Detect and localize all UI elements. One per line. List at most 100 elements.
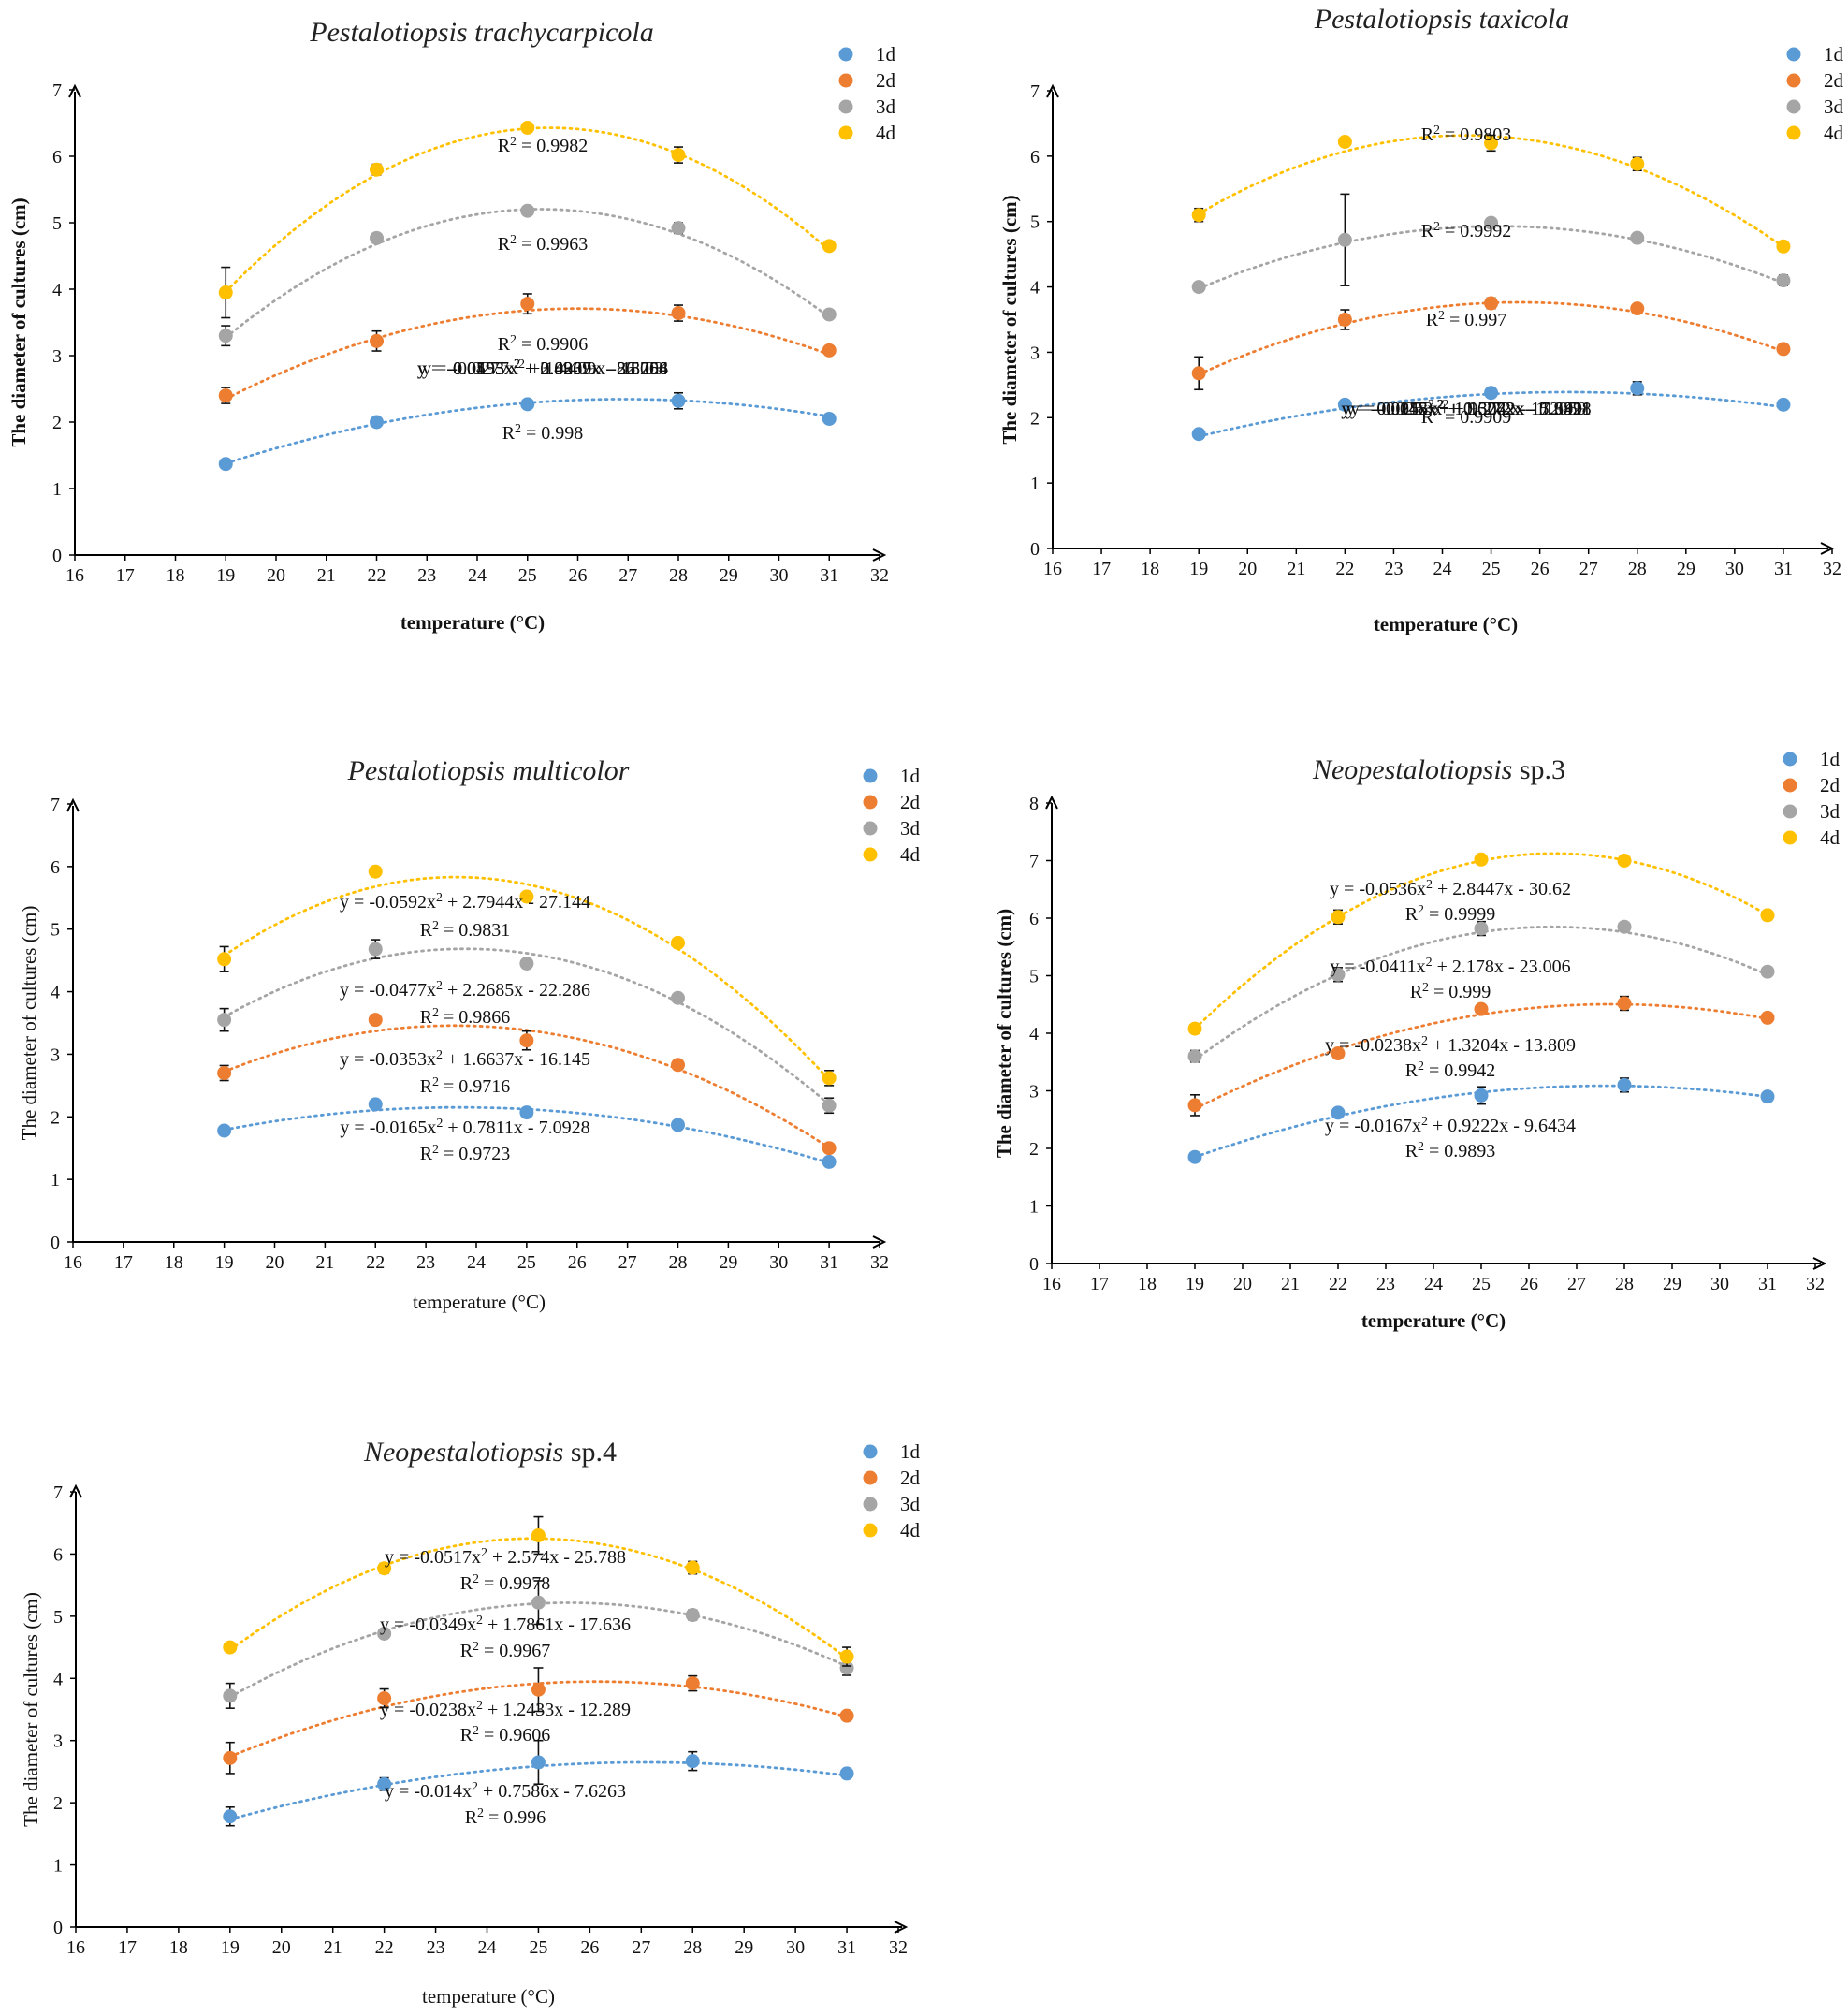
data-point-2d bbox=[1760, 1010, 1775, 1025]
trend-equation-3d: y = -0.0411x2 + 2.178x - 23.006 bbox=[1330, 956, 1570, 978]
x-tick-label: 21 bbox=[1281, 1274, 1300, 1294]
x-tick-label: 26 bbox=[568, 1252, 587, 1273]
data-point-1d bbox=[839, 1766, 854, 1781]
y-tick-label: 4 bbox=[52, 280, 62, 300]
x-tick-label: 20 bbox=[272, 1937, 291, 1958]
x-tick-label: 30 bbox=[770, 565, 789, 586]
x-tick-label: 28 bbox=[1615, 1274, 1634, 1294]
x-tick-label: 26 bbox=[1520, 1274, 1538, 1294]
x-tick-label: 17 bbox=[118, 1937, 137, 1958]
x-tick-label: 31 bbox=[820, 565, 838, 586]
chart-title: Neopestalotiopsis sp.4 bbox=[363, 1437, 617, 1468]
data-point-3d bbox=[822, 307, 837, 322]
data-point-4d bbox=[217, 952, 232, 967]
legend-label-3d: 3d bbox=[900, 1493, 921, 1515]
x-tick-label: 21 bbox=[317, 565, 336, 586]
legend-marker-2d bbox=[838, 73, 853, 88]
legend-label-4d: 4d bbox=[1820, 826, 1841, 849]
x-tick-label: 21 bbox=[315, 1252, 334, 1273]
chart-panel-4: Neopestalotiopsis sp.316 17 18 19 20 21 22 23 24… bbox=[993, 748, 1841, 1332]
data-point-4d bbox=[685, 1560, 700, 1575]
trend-r2-3d: R2 = 0.9967 bbox=[460, 1640, 551, 1662]
data-point-2d bbox=[377, 1691, 392, 1706]
x-tick-label: 23 bbox=[1384, 559, 1403, 579]
x-tick-label: 31 bbox=[1758, 1274, 1777, 1294]
y-tick-label: 2 bbox=[1030, 408, 1040, 429]
trend-r2-2d: R2 = 0.9906 bbox=[498, 333, 589, 356]
data-point-2d bbox=[822, 343, 837, 358]
legend-marker-2d bbox=[863, 795, 878, 810]
y-tick-label: 7 bbox=[52, 80, 62, 101]
trend-r2-1d: R2 = 0.9909 bbox=[1421, 406, 1512, 429]
y-tick-label: 3 bbox=[53, 1731, 63, 1752]
data-point-1d bbox=[531, 1755, 546, 1770]
y-tick-label: 6 bbox=[53, 1544, 63, 1565]
data-point-1d bbox=[519, 1105, 534, 1120]
x-tick-label: 22 bbox=[1335, 559, 1354, 579]
x-tick-label: 32 bbox=[1823, 559, 1841, 579]
data-point-2d bbox=[531, 1682, 546, 1697]
x-tick-label: 26 bbox=[1531, 559, 1550, 579]
legend-marker-4d bbox=[838, 125, 853, 140]
x-tick-label: 18 bbox=[1141, 559, 1159, 579]
x-tick-label: 31 bbox=[1774, 559, 1793, 579]
x-tick-label: 27 bbox=[632, 1937, 650, 1958]
trend-equation-1d: y = -0.0165x2 + 0.7811x - 7.0928 bbox=[340, 1117, 589, 1139]
trend-r2-3d: R2 = 0.9866 bbox=[420, 1006, 511, 1029]
x-tick-label: 21 bbox=[324, 1937, 342, 1958]
trend-r2-2d: R2 = 0.997 bbox=[1426, 309, 1507, 331]
x-tick-label: 29 bbox=[1663, 1274, 1681, 1294]
y-tick-label: 0 bbox=[51, 1233, 60, 1253]
y-tick-label: 1 bbox=[52, 479, 62, 500]
legend-marker-3d bbox=[1783, 804, 1797, 819]
x-tick-label: 16 bbox=[65, 565, 84, 586]
y-tick-label: 4 bbox=[53, 1669, 63, 1689]
data-point-4d bbox=[822, 239, 837, 254]
y-tick-label: 5 bbox=[1030, 212, 1040, 233]
y-axis-label: The diameter of cultures (cm) bbox=[993, 909, 1015, 1158]
x-axis-arrow bbox=[1812, 1257, 1827, 1270]
trend-r2-4d: R2 = 0.9999 bbox=[1405, 903, 1496, 926]
y-tick-label: 2 bbox=[53, 1793, 63, 1814]
trend-r2-1d: R2 = 0.9893 bbox=[1405, 1140, 1496, 1162]
legend-label-4d: 4d bbox=[900, 1519, 921, 1541]
trend-equation-1d: y = -0.0118x2 + 0.6272x - 5.9428 bbox=[1341, 398, 1591, 420]
x-tick-label: 29 bbox=[720, 565, 738, 586]
data-point-4d bbox=[519, 889, 534, 904]
trend-r2-2d: R2 = 0.9606 bbox=[460, 1724, 551, 1746]
legend: 1d 2d 3d 4d bbox=[863, 765, 921, 866]
data-point-3d bbox=[1617, 919, 1632, 934]
legend-marker-2d bbox=[1783, 778, 1797, 793]
data-point-3d bbox=[223, 1688, 238, 1703]
x-tick-label: 16 bbox=[1042, 1274, 1061, 1294]
legend-label-4d: 4d bbox=[1824, 122, 1844, 144]
x-axis-label: temperature (°C) bbox=[1361, 1309, 1506, 1332]
trend-equation-2d: y = -0.0353x2 + 1.6637x - 16.145 bbox=[340, 1048, 590, 1071]
y-axis-label: The diameter of cultures (cm) bbox=[7, 197, 30, 446]
trend-equation-3d: y = -0.0349x2 + 1.7861x - 17.636 bbox=[380, 1614, 631, 1636]
x-tick-label: 16 bbox=[66, 1937, 85, 1958]
legend-marker-2d bbox=[863, 1470, 878, 1485]
trend-equation-2d: y = -0.0277x2 + 1.4409x - 15.03 bbox=[422, 358, 663, 380]
data-point-4d bbox=[223, 1640, 238, 1655]
data-point-3d bbox=[218, 329, 233, 343]
legend-label-3d: 3d bbox=[876, 95, 896, 118]
x-tick-label: 20 bbox=[1238, 559, 1257, 579]
legend-label-2d: 2d bbox=[876, 69, 896, 92]
data-point-2d bbox=[1630, 301, 1645, 316]
x-tick-label: 17 bbox=[116, 565, 135, 586]
legend-marker-3d bbox=[863, 1497, 878, 1512]
y-tick-label: 3 bbox=[1029, 1082, 1039, 1103]
x-tick-label: 22 bbox=[368, 565, 386, 586]
y-axis-arrow bbox=[1045, 795, 1058, 810]
legend-marker-1d bbox=[863, 768, 878, 783]
y-tick-label: 3 bbox=[52, 346, 62, 367]
x-axis-label: temperature (°C) bbox=[400, 611, 545, 634]
data-point-1d bbox=[1331, 1105, 1346, 1120]
y-tick-label: 7 bbox=[1029, 852, 1039, 872]
data-point-3d bbox=[520, 203, 535, 218]
x-tick-label: 17 bbox=[1092, 559, 1111, 579]
data-point-1d bbox=[1630, 381, 1645, 396]
legend-label-1d: 1d bbox=[900, 1440, 921, 1463]
